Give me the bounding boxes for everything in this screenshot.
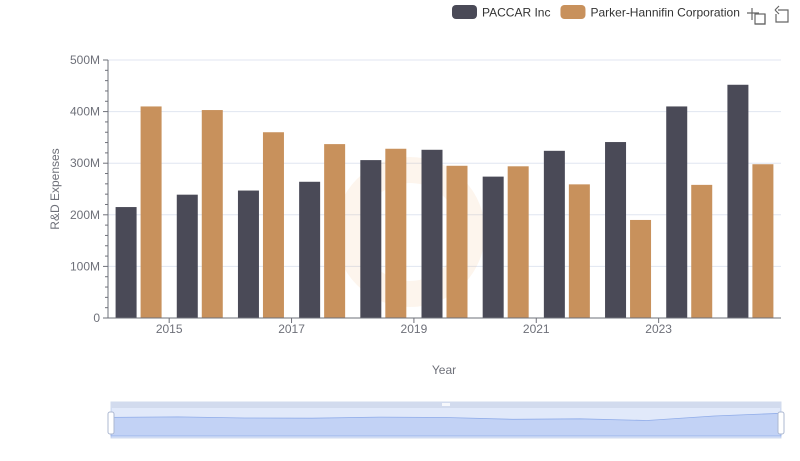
x-axis: 2015 2017 2019 2021 2023 xyxy=(108,317,781,336)
bar[interactable] xyxy=(201,110,223,318)
bar[interactable] xyxy=(482,176,504,318)
toolbox xyxy=(747,5,789,25)
y-axis-title: R&D Expenses xyxy=(48,148,62,229)
bar[interactable] xyxy=(507,166,529,318)
data-zoom-left-handle[interactable] xyxy=(107,411,115,435)
zoom-icon[interactable] xyxy=(747,8,766,25)
x-tick-label: 2021 xyxy=(523,322,550,336)
x-axis-title: Year xyxy=(432,363,456,377)
bar[interactable] xyxy=(176,194,198,318)
y-tick-label: 500M xyxy=(70,53,100,67)
y-tick-label: 0 xyxy=(93,311,100,325)
bar[interactable] xyxy=(237,190,259,318)
bar[interactable] xyxy=(605,142,627,318)
y-tick-label: 400M xyxy=(70,105,100,119)
bars xyxy=(115,84,774,318)
legend-label[interactable]: PACCAR Inc xyxy=(482,6,550,20)
bar[interactable] xyxy=(691,184,713,318)
bar[interactable] xyxy=(630,219,652,318)
bar[interactable] xyxy=(360,160,382,318)
bar[interactable] xyxy=(446,165,468,318)
legend-swatch[interactable] xyxy=(560,5,586,19)
bar[interactable] xyxy=(262,132,284,318)
bar[interactable] xyxy=(385,148,407,318)
x-tick-label: 2023 xyxy=(645,322,672,336)
legend-swatch[interactable] xyxy=(452,5,477,19)
watermark-logo xyxy=(335,157,485,307)
bar[interactable] xyxy=(299,181,321,318)
bar[interactable] xyxy=(543,150,565,318)
restore-icon[interactable] xyxy=(774,5,789,23)
bar[interactable] xyxy=(727,84,749,318)
bar[interactable] xyxy=(666,106,688,318)
y-tick-label: 100M xyxy=(70,259,100,273)
bar[interactable] xyxy=(752,164,774,318)
data-zoom-right-handle[interactable] xyxy=(777,411,785,435)
data-zoom-slider[interactable] xyxy=(107,401,785,439)
legend-label[interactable]: Parker-Hannifin Corporation xyxy=(590,6,739,20)
x-tick-label: 2019 xyxy=(401,322,428,336)
bar[interactable] xyxy=(421,149,443,318)
bar[interactable] xyxy=(324,144,346,318)
bar[interactable] xyxy=(115,207,137,318)
legend: PACCAR Inc Parker-Hannifin Corporation xyxy=(452,5,740,20)
data-zoom-selection[interactable] xyxy=(111,408,781,438)
x-tick-label: 2017 xyxy=(278,322,305,336)
data-zoom-preview-area xyxy=(110,412,782,437)
data-zoom-move-handle[interactable] xyxy=(442,403,450,406)
bar[interactable] xyxy=(140,106,162,318)
y-tick-label: 300M xyxy=(70,156,100,170)
x-tick-label: 2015 xyxy=(156,322,183,336)
bar[interactable] xyxy=(568,184,590,318)
y-axis: 0 100M 200M 300M 400M 500M xyxy=(70,53,109,325)
y-tick-label: 200M xyxy=(70,208,100,222)
